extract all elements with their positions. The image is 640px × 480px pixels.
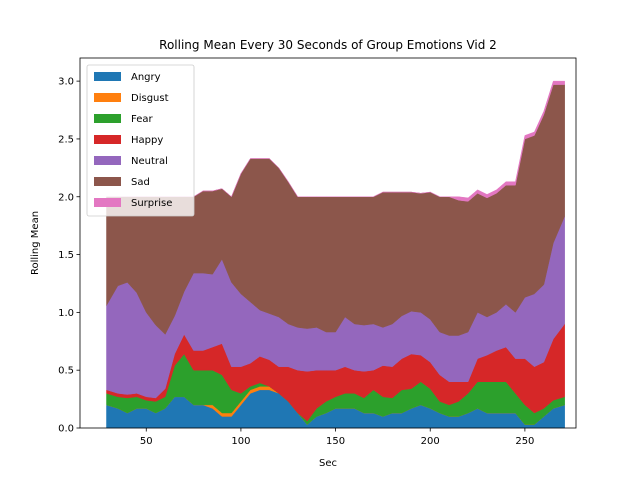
- y-tick-label: 2.5: [58, 134, 74, 145]
- legend-label-surprise: Surprise: [131, 198, 172, 209]
- axes-frame: [79, 57, 577, 429]
- y-tick-label: 3.0: [58, 77, 74, 88]
- legend-label-disgust: Disgust: [131, 93, 169, 104]
- legend-swatch-angry: [94, 72, 121, 81]
- area-surprise: [106, 80, 565, 202]
- legend-label-sad: Sad: [131, 177, 150, 188]
- stacked-areas: [106, 80, 565, 429]
- y-tick-label: 0.0: [58, 424, 74, 435]
- x-tick-label: 50: [140, 436, 153, 447]
- legend-swatch-sad: [94, 177, 121, 186]
- y-axis-label: Rolling Mean: [30, 211, 41, 275]
- x-tick-label: 250: [515, 436, 534, 447]
- x-axis-label: Sec: [319, 458, 337, 469]
- x-tick-label: 150: [326, 436, 345, 447]
- y-tick-label: 1.0: [58, 308, 74, 319]
- legend-swatch-disgust: [94, 93, 121, 102]
- y-tick-label: 1.5: [58, 250, 74, 261]
- legend-swatch-surprise: [94, 198, 121, 207]
- chart-legend: Angry Disgust Fear Happy Neutral Sad Surprise: [86, 64, 195, 217]
- chart-title: Rolling Mean Every 30 Seconds of Group E…: [159, 38, 497, 52]
- legend-swatch-fear: [94, 114, 121, 123]
- legend-label-neutral: Neutral: [131, 156, 168, 167]
- x-tick-label: 100: [231, 436, 250, 447]
- axis-ticks: 50 100 150 200 250 0.0 0.5 1.0 1.5 2.0 2.5 3.0: [58, 77, 534, 447]
- legend-label-angry: Angry: [131, 72, 161, 83]
- legend-label-fear: Fear: [131, 114, 153, 125]
- legend-label-happy: Happy: [131, 135, 163, 146]
- y-tick-label: 0.5: [58, 366, 74, 377]
- legend-swatch-neutral: [94, 156, 121, 165]
- x-tick-label: 200: [421, 436, 440, 447]
- y-tick-label: 2.0: [58, 192, 74, 203]
- legend-swatch-happy: [94, 135, 121, 144]
